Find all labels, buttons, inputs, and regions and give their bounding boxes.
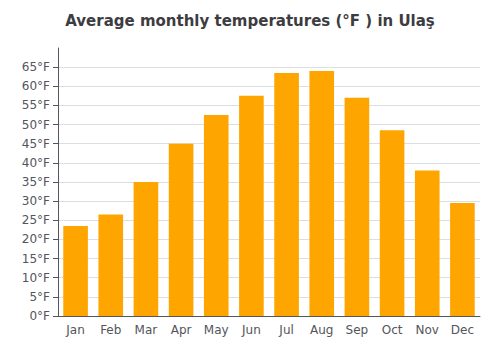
svg-text:Mar: Mar (135, 323, 158, 337)
svg-text:50°F: 50°F (22, 118, 50, 132)
svg-text:Jan: Jan (65, 323, 85, 337)
svg-text:65°F: 65°F (22, 60, 50, 74)
svg-text:Sep: Sep (346, 323, 369, 337)
svg-text:Dec: Dec (451, 323, 474, 337)
svg-text:30°F: 30°F (22, 194, 50, 208)
svg-text:May: May (204, 323, 229, 337)
svg-text:15°F: 15°F (22, 252, 50, 266)
svg-text:55°F: 55°F (22, 98, 50, 112)
svg-text:20°F: 20°F (22, 232, 50, 246)
svg-text:40°F: 40°F (22, 156, 50, 170)
svg-text:10°F: 10°F (22, 271, 50, 285)
svg-text:Average monthly temperatures (: Average monthly temperatures (°F ) in Ul… (65, 12, 435, 30)
svg-text:5°F: 5°F (29, 290, 50, 304)
svg-text:Oct: Oct (382, 323, 403, 337)
svg-text:Jun: Jun (241, 323, 261, 337)
svg-text:25°F: 25°F (22, 213, 50, 227)
svg-text:Nov: Nov (416, 323, 439, 337)
svg-text:60°F: 60°F (22, 79, 50, 93)
svg-text:Jul: Jul (278, 323, 293, 337)
svg-text:35°F: 35°F (22, 175, 50, 189)
svg-text:Aug: Aug (310, 323, 333, 337)
svg-text:0°F: 0°F (29, 309, 50, 323)
svg-text:45°F: 45°F (22, 137, 50, 151)
svg-text:Apr: Apr (171, 323, 192, 337)
svg-text:Feb: Feb (100, 323, 121, 337)
